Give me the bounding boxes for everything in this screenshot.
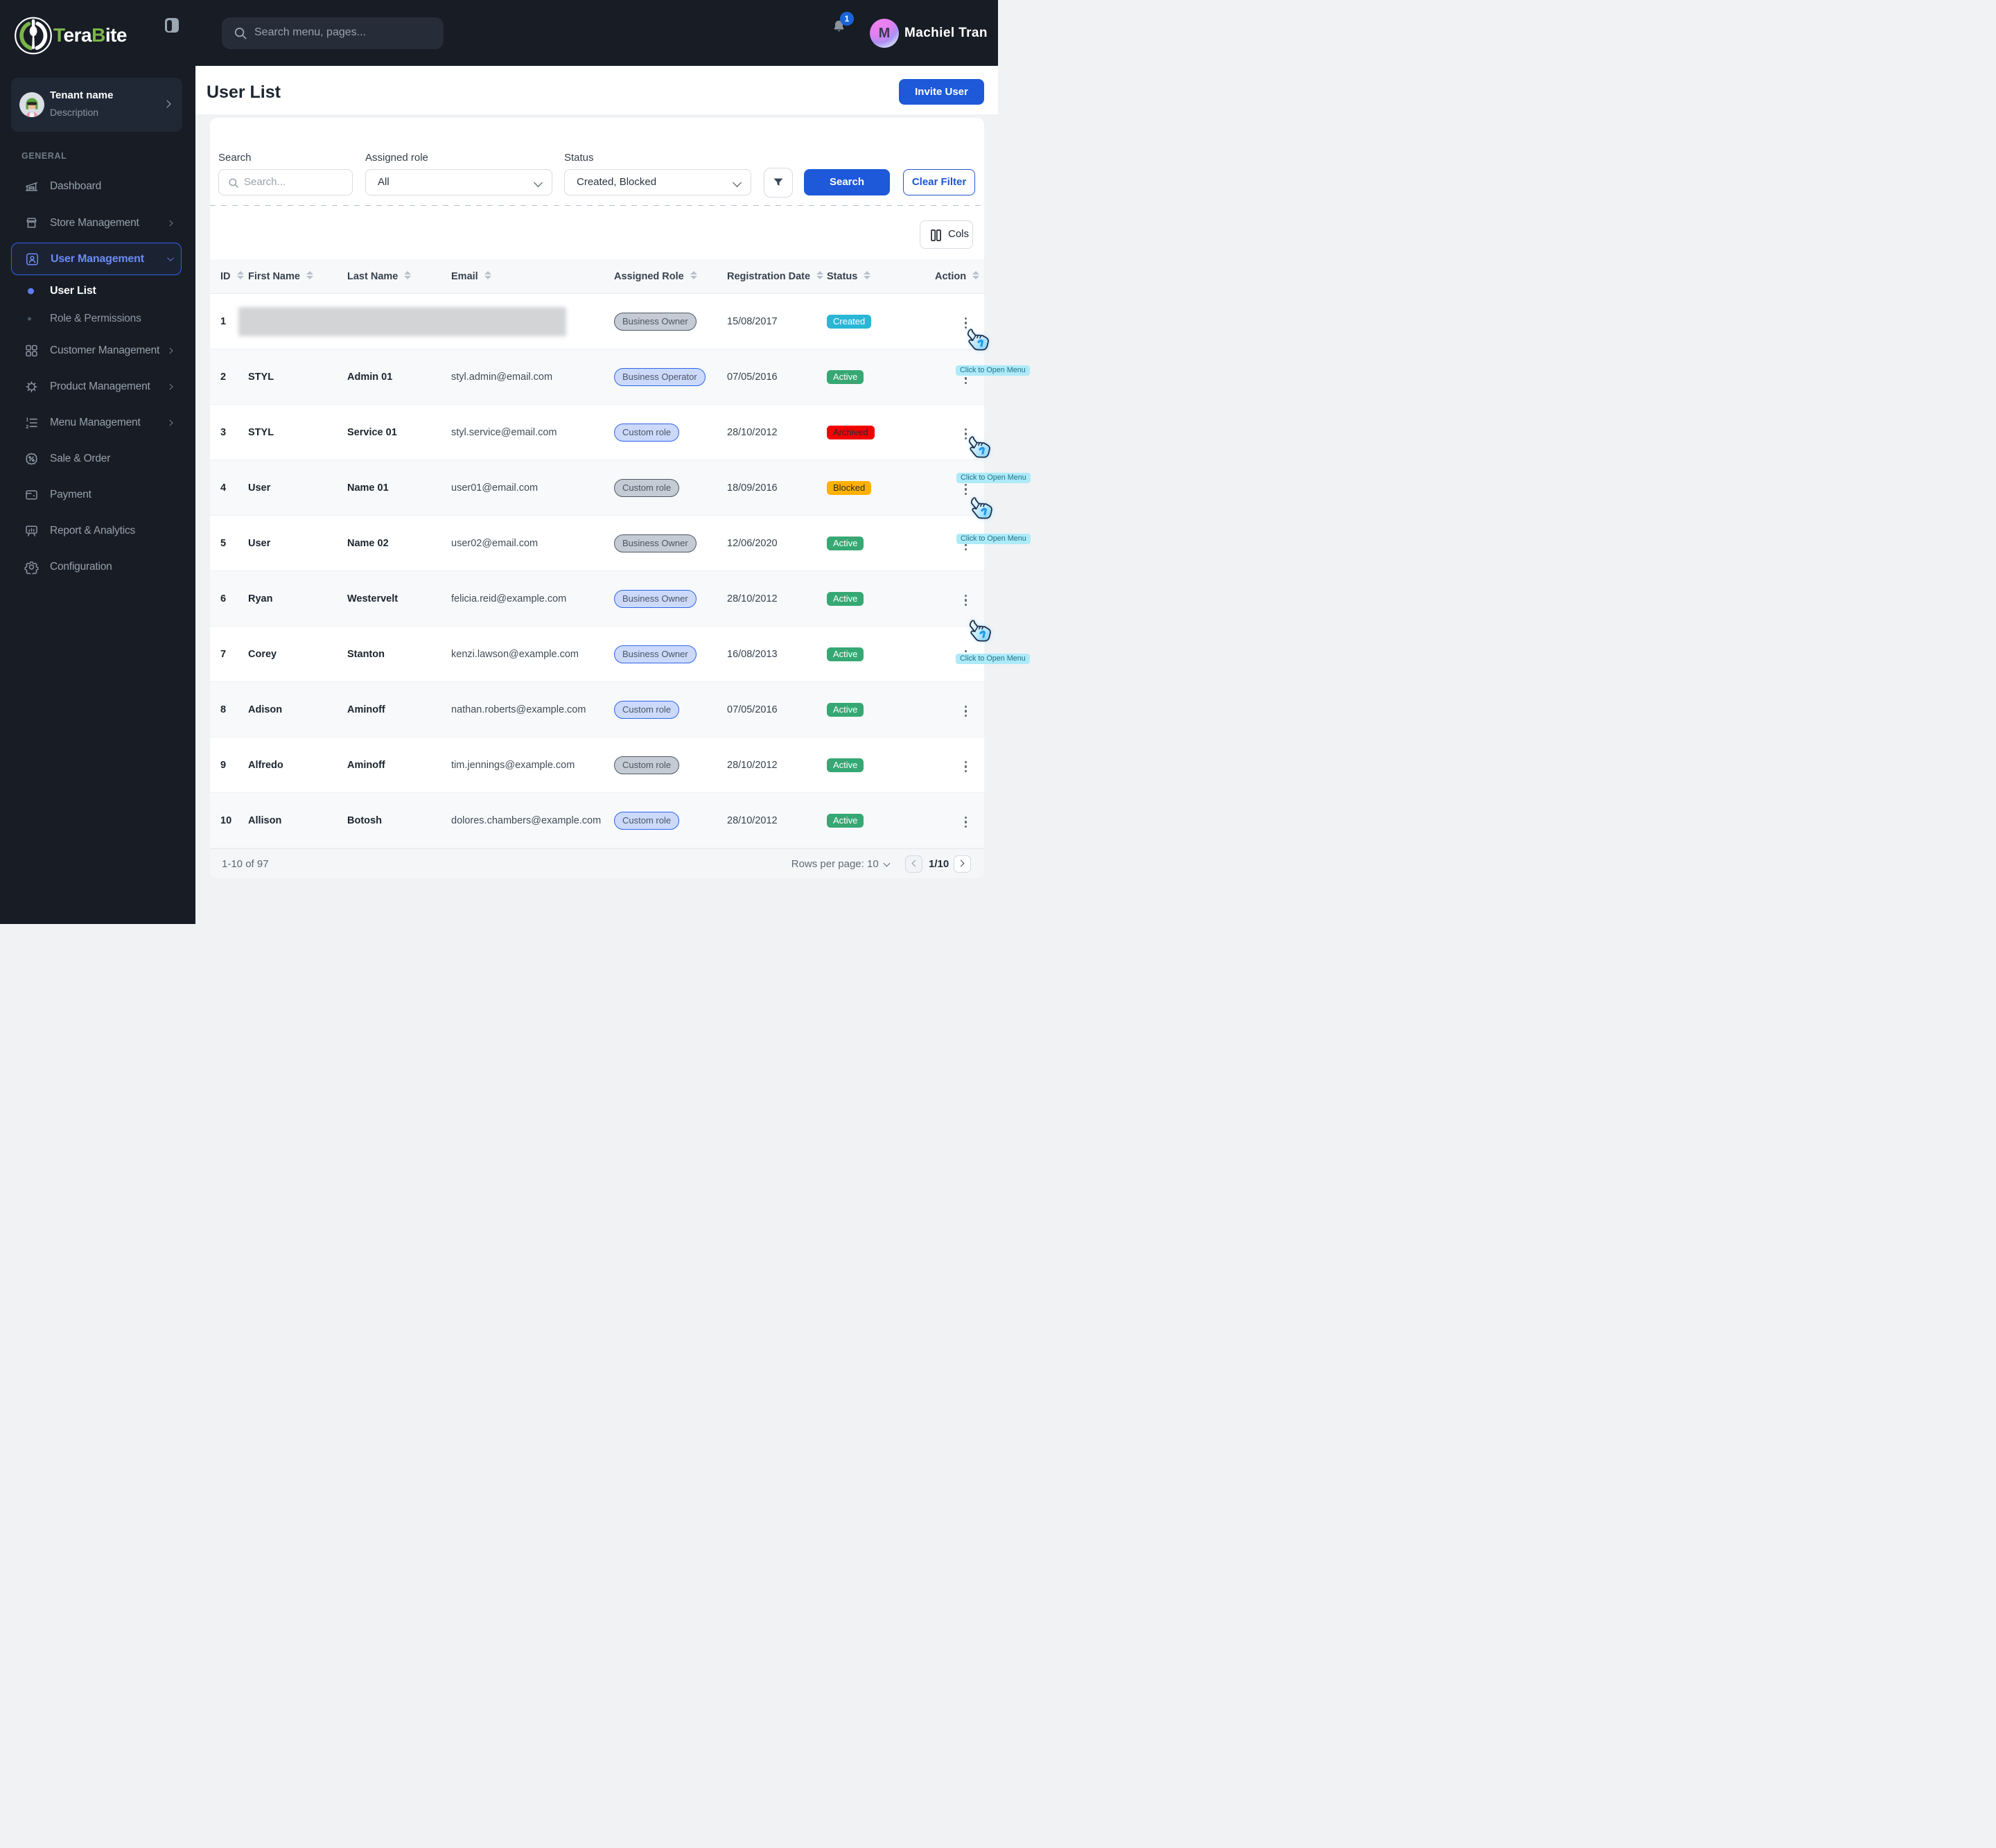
svg-text:1: 1 (26, 417, 28, 423)
svg-text:2: 2 (26, 424, 28, 430)
